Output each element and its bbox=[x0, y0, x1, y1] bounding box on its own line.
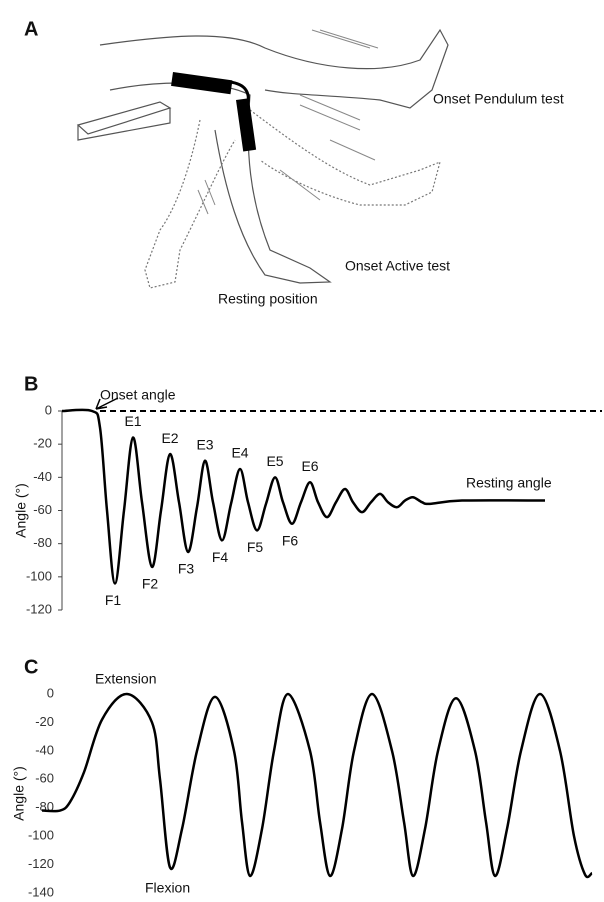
trough-label: F5 bbox=[247, 539, 264, 555]
y-tick-label: -100 bbox=[28, 828, 54, 843]
y-axis-label: Angle (°) bbox=[11, 766, 27, 821]
data-line bbox=[42, 694, 592, 877]
panel-label: B bbox=[24, 373, 38, 395]
y-tick-label: -80 bbox=[33, 535, 52, 550]
y-tick-label: -40 bbox=[33, 469, 52, 484]
trough-label: F4 bbox=[212, 549, 229, 565]
peak-label: E5 bbox=[266, 453, 283, 469]
sensor bbox=[171, 72, 232, 94]
panel-label: A bbox=[24, 18, 38, 40]
y-tick-label: 0 bbox=[45, 402, 52, 417]
annotation: Extension bbox=[95, 671, 156, 687]
trough-label: F2 bbox=[142, 576, 159, 592]
annotation: Onset Active test bbox=[345, 258, 450, 274]
peak-label: E6 bbox=[301, 458, 318, 474]
y-tick-label: -100 bbox=[26, 568, 52, 583]
y-tick-label: -40 bbox=[35, 742, 54, 757]
y-tick-label: -20 bbox=[33, 436, 52, 451]
y-tick-label: -140 bbox=[28, 884, 54, 899]
y-axis-label: Angle (°) bbox=[13, 483, 29, 538]
leg-pendulum bbox=[100, 30, 448, 108]
peak-label: E3 bbox=[196, 436, 213, 452]
peak-label: E2 bbox=[161, 430, 178, 446]
figure: A Onset Pendulum test Onset Active test … bbox=[0, 0, 604, 902]
y-tick-label: -60 bbox=[33, 502, 52, 517]
y-tick-label: -120 bbox=[26, 601, 52, 616]
y-tick-label: -60 bbox=[35, 771, 54, 786]
trough-label: F3 bbox=[178, 561, 195, 577]
trough-label: F6 bbox=[282, 532, 299, 548]
annotation: Resting position bbox=[218, 291, 318, 307]
motion-hatch bbox=[198, 30, 378, 214]
panel-label: C bbox=[24, 656, 38, 678]
illustration: A Onset Pendulum test Onset Active test … bbox=[24, 18, 564, 306]
sensor bbox=[236, 98, 256, 151]
y-tick-label: 0 bbox=[47, 685, 54, 700]
annotation: Resting angle bbox=[466, 475, 552, 491]
trough-label: F1 bbox=[105, 592, 122, 608]
leg-active bbox=[145, 120, 235, 288]
y-tick-label: -20 bbox=[35, 714, 54, 729]
data-line bbox=[62, 410, 545, 584]
annotation: Flexion bbox=[145, 880, 190, 896]
platform bbox=[78, 102, 170, 140]
y-tick-label: -120 bbox=[28, 856, 54, 871]
annotation: Onset angle bbox=[100, 387, 176, 403]
annotation: Onset Pendulum test bbox=[433, 91, 564, 107]
peak-label: E1 bbox=[124, 413, 141, 429]
peak-label: E4 bbox=[231, 445, 248, 461]
